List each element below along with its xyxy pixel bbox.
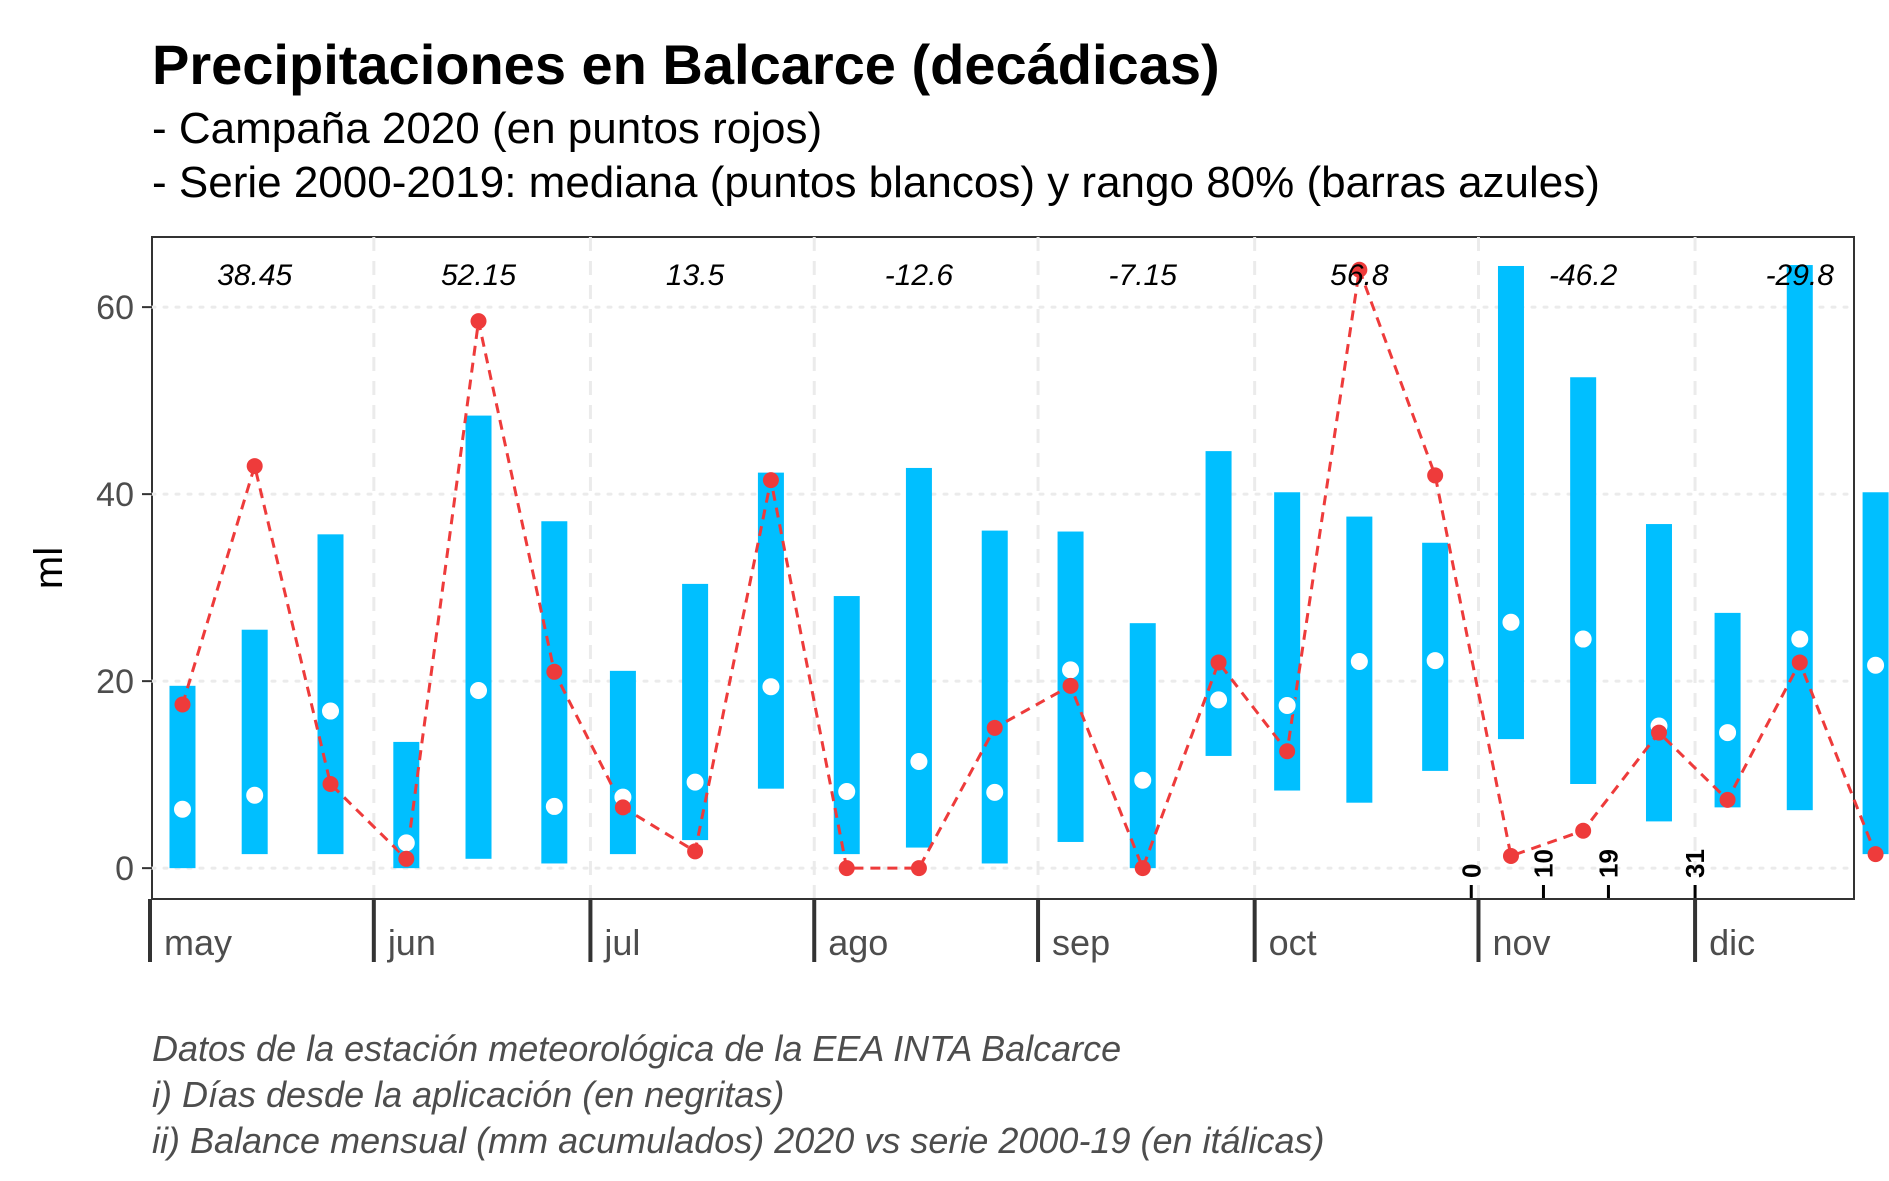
y-tick-label-60: 60 (96, 289, 134, 327)
median-point-sep-2 (1132, 769, 1154, 791)
range-bar-may-2 (241, 629, 268, 855)
range-bar-sep-2 (1129, 623, 1156, 869)
campaign-point-jun-1 (398, 850, 415, 867)
campaign-point-dic-1 (1719, 791, 1736, 808)
campaign-point-jul-3 (762, 472, 779, 489)
y-tick-label-20: 20 (96, 663, 134, 701)
balance-label-sep: -7.15 (1109, 259, 1178, 292)
x-tick-label-nov: nov (1492, 922, 1550, 963)
campaign-point-jun-2 (470, 313, 487, 330)
campaign-point-nov-1 (1502, 847, 1519, 864)
median-point-may-1 (171, 798, 193, 820)
x-tick-label-jul: jul (603, 922, 640, 963)
chart-subtitle-line-2: - Serie 2000-2019: mediana (puntos blanc… (152, 158, 1600, 207)
range-bar-ago-3 (981, 530, 1008, 864)
range-bar-jul-3 (757, 472, 784, 789)
y-tick-label-40: 40 (96, 476, 134, 514)
median-point-oct-3 (1424, 650, 1446, 672)
campaign-point-may-2 (246, 458, 263, 475)
chart-subtitle-line-1: - Campaña 2020 (en puntos rojos) (152, 104, 823, 153)
range-bar-nov-3 (1645, 524, 1672, 822)
x-tick-label-dic: dic (1709, 922, 1755, 963)
median-point-dic-1 (1717, 722, 1739, 744)
campaign-point-jun-3 (546, 663, 563, 680)
caption-line-3: ii) Balance mensual (mm acumulados) 2020… (152, 1120, 1325, 1161)
median-point-dic-2 (1789, 628, 1811, 650)
median-point-jul-3 (760, 676, 782, 698)
days-mark-label-10: 10 (1528, 849, 1558, 878)
campaign-point-ago-2 (910, 860, 927, 877)
campaign-point-dic-2 (1791, 654, 1808, 671)
median-point-dic-3 (1865, 654, 1887, 676)
median-point-nov-2 (1572, 628, 1594, 650)
balance-label-nov: -46.2 (1549, 259, 1618, 292)
balance-label-ago: -12.6 (885, 259, 954, 292)
campaign-point-ago-3 (986, 719, 1003, 736)
range-bar-jun-2 (465, 415, 492, 859)
median-point-nov-1 (1500, 611, 1522, 633)
campaign-point-nov-2 (1575, 822, 1592, 839)
median-point-jul-2 (684, 771, 706, 793)
range-bar-nov-2 (1570, 377, 1597, 784)
range-bar-ago-2 (905, 467, 932, 848)
x-tick-label-ago: ago (828, 922, 888, 963)
caption-line-1: Datos de la estación meteorológica de la… (152, 1028, 1122, 1069)
range-bar-jul-1 (609, 670, 636, 855)
median-point-ago-3 (984, 781, 1006, 803)
range-bar-dic-1 (1714, 612, 1741, 808)
caption-line-2: i) Días desde la aplicación (en negritas… (152, 1074, 785, 1115)
median-point-sep-3 (1208, 689, 1230, 711)
campaign-point-ago-1 (838, 860, 855, 877)
campaign-point-oct-1 (1279, 743, 1296, 760)
y-axis-label: ml (27, 547, 71, 589)
balance-label-may: 38.45 (217, 259, 292, 292)
x-tick-label-sep: sep (1052, 922, 1110, 963)
days-mark-label-19: 19 (1593, 849, 1623, 878)
campaign-point-oct-3 (1427, 467, 1444, 484)
x-tick-label-oct: oct (1269, 922, 1317, 963)
y-tick-label-0: 0 (115, 850, 134, 888)
range-bar-jul-2 (682, 583, 709, 841)
median-point-jun-1 (395, 832, 417, 854)
median-point-ago-1 (836, 780, 858, 802)
median-point-may-2 (244, 784, 266, 806)
median-point-oct-2 (1348, 651, 1370, 673)
campaign-point-dic-3 (1867, 846, 1884, 863)
median-point-sep-1 (1060, 659, 1082, 681)
balance-label-dic: -29.8 (1766, 259, 1835, 292)
median-point-oct-1 (1276, 694, 1298, 716)
range-bar-dic-2 (1786, 265, 1813, 811)
chart-title: Precipitaciones en Balcarce (decádicas) (152, 33, 1220, 96)
campaign-point-jul-2 (687, 843, 704, 860)
balance-label-jul: 13.5 (666, 259, 725, 292)
campaign-point-jul-1 (614, 799, 631, 816)
x-tick-label-jun: jun (387, 922, 436, 963)
campaign-point-nov-3 (1650, 724, 1667, 741)
range-bar-may-3 (317, 534, 344, 855)
campaign-point-may-3 (322, 775, 339, 792)
days-mark-label-31: 31 (1680, 849, 1710, 878)
campaign-point-sep-2 (1134, 860, 1151, 877)
days-mark-label-0: 0 (1456, 864, 1486, 878)
median-point-ago-2 (908, 751, 930, 773)
x-tick-label-may: may (164, 922, 232, 963)
campaign-point-sep-1 (1062, 677, 1079, 694)
campaign-point-sep-3 (1210, 654, 1227, 671)
median-point-may-3 (320, 700, 341, 722)
median-point-jun-2 (468, 679, 490, 701)
campaign-point-may-1 (174, 696, 191, 713)
median-point-jun-3 (543, 795, 565, 817)
campaign-2020-line (181, 269, 1877, 873)
range-bar-may-1 (169, 685, 196, 869)
range-bar-ago-1 (833, 596, 860, 855)
range-bar-nov-1 (1497, 265, 1524, 740)
balance-label-oct: 56.8 (1330, 259, 1389, 292)
campaign-point-oct-2 (1351, 261, 1368, 278)
balance-label-jun: 52.15 (441, 259, 516, 292)
